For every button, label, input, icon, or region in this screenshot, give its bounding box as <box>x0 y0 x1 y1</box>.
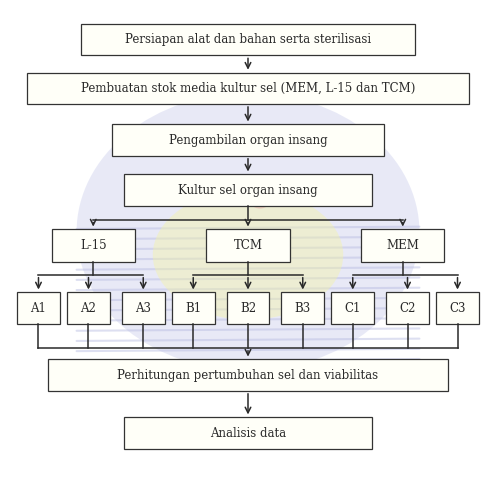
FancyBboxPatch shape <box>81 24 415 55</box>
FancyBboxPatch shape <box>227 293 269 324</box>
Text: A2: A2 <box>80 302 96 315</box>
FancyBboxPatch shape <box>281 293 324 324</box>
Text: Perhitungan pertumbuhan sel dan viabilitas: Perhitungan pertumbuhan sel dan viabilit… <box>118 369 378 382</box>
Text: B1: B1 <box>185 302 201 315</box>
Text: C3: C3 <box>449 302 466 315</box>
Text: TCM: TCM <box>234 239 262 252</box>
FancyBboxPatch shape <box>17 293 60 324</box>
Text: C2: C2 <box>399 302 416 315</box>
Text: Persiapan alat dan bahan serta sterilisasi: Persiapan alat dan bahan serta sterilisa… <box>125 33 371 46</box>
FancyBboxPatch shape <box>112 124 384 156</box>
FancyBboxPatch shape <box>172 293 215 324</box>
Text: B2: B2 <box>240 302 256 315</box>
FancyBboxPatch shape <box>124 417 372 449</box>
FancyBboxPatch shape <box>331 293 374 324</box>
Circle shape <box>248 186 272 209</box>
FancyBboxPatch shape <box>52 229 135 262</box>
Text: MEM: MEM <box>386 239 419 252</box>
Text: Analisis data: Analisis data <box>210 427 286 440</box>
Text: A1: A1 <box>31 302 47 315</box>
FancyBboxPatch shape <box>67 293 110 324</box>
Ellipse shape <box>76 93 420 371</box>
Ellipse shape <box>153 190 343 320</box>
Text: A3: A3 <box>135 302 151 315</box>
Text: C1: C1 <box>345 302 361 315</box>
FancyBboxPatch shape <box>124 174 372 206</box>
FancyBboxPatch shape <box>206 229 290 262</box>
FancyBboxPatch shape <box>48 360 448 391</box>
Text: Pembuatan stok media kultur sel (MEM, L-15 dan TCM): Pembuatan stok media kultur sel (MEM, L-… <box>81 82 415 95</box>
Text: Pengambilan organ insang: Pengambilan organ insang <box>169 134 327 147</box>
FancyBboxPatch shape <box>436 293 479 324</box>
Text: B3: B3 <box>295 302 311 315</box>
FancyBboxPatch shape <box>386 293 429 324</box>
FancyBboxPatch shape <box>361 229 444 262</box>
Text: L-15: L-15 <box>80 239 107 252</box>
Text: Kultur sel organ insang: Kultur sel organ insang <box>178 184 318 197</box>
FancyBboxPatch shape <box>27 73 469 104</box>
FancyBboxPatch shape <box>122 293 165 324</box>
